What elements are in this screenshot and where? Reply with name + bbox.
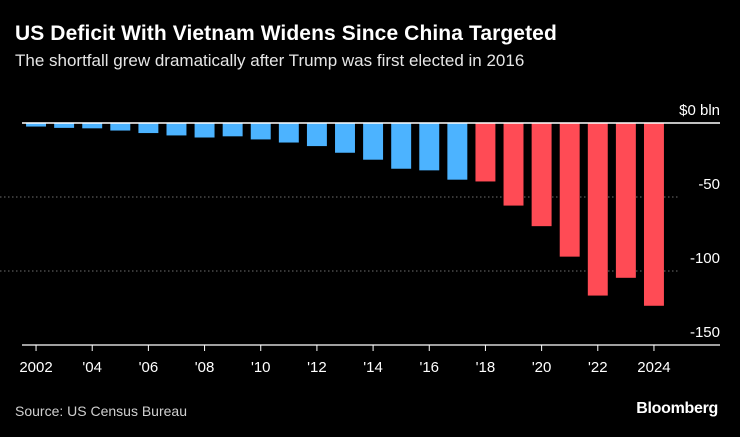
- x-tick-label: '20: [532, 359, 552, 376]
- chart-title: US Deficit With Vietnam Widens Since Chi…: [15, 22, 557, 45]
- x-tick-label: '10: [251, 359, 271, 376]
- x-tick-label: 2002: [19, 359, 52, 376]
- x-tick-label: '06: [139, 359, 159, 376]
- bar-2013: [335, 123, 355, 153]
- bar-2006: [138, 123, 159, 134]
- bar-2002: [26, 123, 47, 127]
- bar-2005: [110, 123, 131, 131]
- bar-2007: [166, 123, 187, 136]
- x-tick-label: '18: [476, 359, 496, 376]
- bar-2023: [615, 123, 636, 278]
- source-note: Source: US Census Bureau: [15, 403, 187, 419]
- y-tick-label: -50: [698, 176, 720, 193]
- bar-2020: [531, 123, 552, 227]
- bar-2011: [278, 123, 299, 143]
- bar-2012: [306, 123, 327, 147]
- bar-2003: [54, 123, 75, 128]
- bar-2016: [419, 123, 440, 171]
- bar-2021: [559, 123, 580, 257]
- bar-2009: [222, 123, 243, 137]
- y-tick-label: -100: [690, 250, 720, 267]
- bar-2004: [82, 123, 103, 129]
- bar-2022: [587, 123, 608, 296]
- x-tick-label: '22: [588, 359, 608, 376]
- bar-2019: [503, 123, 524, 206]
- y-unit-label: $0 bln: [679, 102, 720, 119]
- bar-2014: [363, 123, 384, 160]
- x-tick-label: '14: [363, 359, 383, 376]
- bar-2015: [391, 123, 412, 169]
- x-tick-label: '04: [82, 359, 102, 376]
- x-tick-label: '16: [419, 359, 439, 376]
- bar-2010: [250, 123, 271, 140]
- bar-2008: [194, 123, 215, 138]
- bloomberg-logo: Bloomberg: [636, 400, 718, 417]
- x-tick-label: '12: [307, 359, 327, 376]
- bar-2017: [447, 123, 468, 180]
- bar-2024: [643, 123, 664, 306]
- y-tick-label: -150: [690, 324, 720, 341]
- chart-subtitle: The shortfall grew dramatically after Tr…: [15, 51, 525, 70]
- x-tick-label: '08: [195, 359, 215, 376]
- bar-2018: [475, 123, 496, 182]
- x-tick-label: 2024: [637, 359, 670, 376]
